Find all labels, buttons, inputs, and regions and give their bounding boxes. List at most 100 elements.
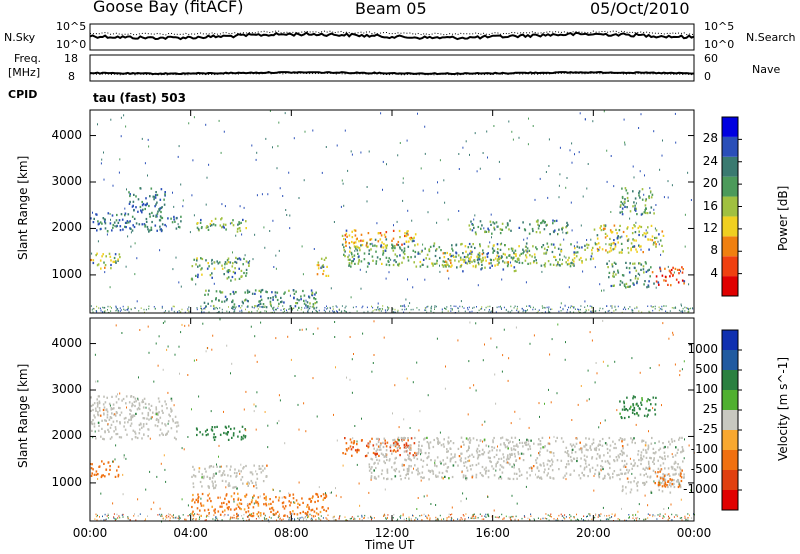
heat-cell: [645, 232, 647, 235]
heat-cell: [628, 469, 631, 472]
heat-cell: [167, 217, 169, 220]
heat-cell: [476, 451, 479, 454]
heat-cell: [639, 473, 642, 476]
heat-cell: [462, 270, 464, 273]
heat-cell: [250, 325, 252, 328]
heat-cell: [635, 513, 637, 516]
heat-cell: [619, 518, 621, 521]
heat-cell: [623, 405, 626, 408]
heat-cell: [492, 251, 494, 254]
heat-cell: [654, 227, 656, 230]
heat-cell: [399, 246, 401, 249]
heat-cell: [628, 271, 631, 274]
heat-cell: [166, 516, 168, 519]
heat-cell: [445, 469, 448, 472]
heat-cell: [653, 212, 655, 215]
heat-cell: [164, 191, 166, 194]
heat-cell: [570, 201, 572, 204]
heat-cell: [325, 509, 328, 513]
heat-cell: [422, 476, 424, 480]
heat-cell: [678, 484, 681, 487]
nsearch-tick-top: 10^5: [704, 20, 735, 33]
heat-cell: [104, 266, 106, 269]
heat-cell: [334, 321, 336, 323]
heat-cell: [289, 214, 291, 217]
heat-cell: [294, 375, 296, 377]
heat-cell: [468, 446, 470, 449]
heat-cell: [236, 257, 239, 261]
heat-cell: [361, 519, 363, 521]
heat-cell: [419, 448, 422, 451]
heat-cell: [459, 256, 462, 259]
heat-cell: [517, 257, 520, 261]
heat-cell: [225, 480, 227, 483]
heat-cell: [209, 477, 211, 480]
heat-cell: [602, 477, 604, 480]
heat-cell: [238, 305, 240, 308]
heat-cell: [526, 471, 528, 474]
heat-cell: [231, 307, 234, 310]
heat-cell: [477, 284, 479, 287]
heat-cell: [637, 481, 639, 484]
heat-cell: [405, 240, 408, 243]
heat-cell: [621, 472, 623, 475]
heat-cell: [203, 311, 205, 313]
heat-cell: [501, 222, 504, 225]
heat-cell: [542, 219, 545, 222]
heat-cell: [391, 239, 393, 242]
heat-cell: [212, 518, 214, 520]
heat-cell: [647, 460, 650, 463]
heat-cell: [491, 449, 494, 452]
heat-cell: [178, 515, 180, 517]
heat-cell: [174, 220, 176, 223]
heat-cell: [631, 438, 634, 441]
heat-cell: [300, 295, 302, 298]
heat-cell: [546, 449, 549, 452]
heat-cell: [207, 485, 210, 488]
heat-cell: [549, 263, 552, 266]
heat-cell: [647, 413, 649, 416]
heat-cell: [131, 414, 133, 417]
heat-cell: [124, 221, 127, 224]
heat-cell: [413, 261, 415, 264]
heat-cell: [468, 445, 470, 448]
heat-cell: [357, 252, 359, 255]
heat-cell: [115, 401, 118, 404]
heat-cell: [221, 479, 224, 482]
heat-cell: [573, 253, 576, 256]
heat-cell: [633, 176, 635, 179]
heat-cell: [98, 395, 100, 398]
heat-cell: [228, 311, 230, 313]
heat-cell: [360, 244, 362, 247]
heat-cell: [201, 433, 204, 436]
heat-cell: [591, 466, 594, 469]
heat-cell: [164, 194, 166, 197]
heat-cell: [342, 182, 344, 185]
heat-cell: [492, 249, 495, 252]
heat-cell: [433, 244, 435, 247]
heat-cell: [243, 513, 245, 516]
heat-cell: [513, 307, 515, 309]
heat-cell: [589, 470, 591, 473]
heat-cell: [192, 514, 195, 517]
heat-cell: [629, 457, 631, 460]
colorbar-swatch: [722, 256, 738, 277]
heat-cell: [600, 513, 602, 515]
heat-cell: [635, 207, 637, 210]
heat-cell: [277, 516, 279, 519]
heat-cell: [122, 493, 124, 496]
heat-cell: [147, 228, 149, 231]
heat-cell: [374, 309, 376, 311]
heat-cell: [91, 429, 93, 432]
heat-cell: [520, 452, 523, 455]
heat-cell: [571, 261, 573, 264]
heat-cell: [393, 259, 395, 262]
heat-cell: [624, 472, 626, 475]
heat-cell: [510, 305, 512, 308]
heat-cell: [213, 307, 215, 310]
heat-cell: [463, 461, 465, 464]
heat-cell: [161, 305, 163, 308]
heat-cell: [124, 207, 126, 210]
heat-cell: [205, 306, 206, 308]
